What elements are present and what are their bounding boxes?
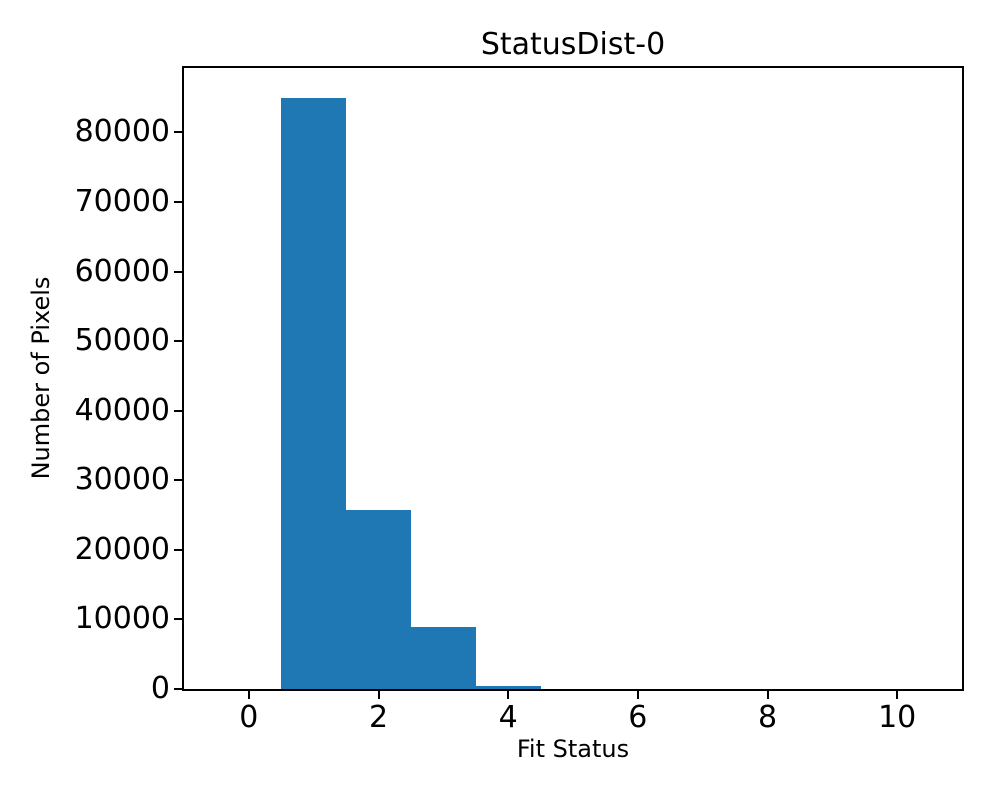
y-tick-label: 70000 xyxy=(74,183,170,219)
x-tick-mark xyxy=(507,691,510,699)
y-tick-label: 50000 xyxy=(74,323,170,359)
y-tick-label: 60000 xyxy=(74,253,170,289)
x-tick-label: 2 xyxy=(368,700,389,735)
y-tick-mark xyxy=(174,409,182,412)
y-axis-label: Number of Pixels xyxy=(27,276,55,480)
x-tick-label: 8 xyxy=(757,700,778,735)
x-tick-mark xyxy=(247,691,250,699)
x-tick-label: 10 xyxy=(878,700,917,735)
histogram-bars xyxy=(184,68,962,689)
y-tick-label: 10000 xyxy=(74,601,170,637)
y-tick-mark xyxy=(174,479,182,482)
y-tick-mark xyxy=(174,618,182,621)
y-tick-label: 20000 xyxy=(74,531,170,567)
x-tick-mark xyxy=(896,691,899,699)
y-tick-mark xyxy=(174,548,182,551)
y-tick-mark xyxy=(174,340,182,343)
x-tick-label: 0 xyxy=(239,700,259,735)
x-tick-mark xyxy=(636,691,639,699)
histogram-bar xyxy=(346,510,411,689)
y-tick-mark xyxy=(174,200,182,203)
y-tick-label: 0 xyxy=(150,671,170,706)
histogram-bar xyxy=(475,686,541,689)
histogram-bar xyxy=(281,97,347,689)
y-tick-mark xyxy=(174,270,182,273)
histogram-bar xyxy=(410,627,476,689)
x-axis-label: Fit Status xyxy=(516,735,630,763)
y-tick-label: 40000 xyxy=(74,392,170,428)
y-tick-label: 80000 xyxy=(74,114,170,150)
chart-title: StatusDist-0 xyxy=(480,27,666,62)
y-tick-mark xyxy=(174,688,182,690)
y-tick-mark xyxy=(174,131,182,134)
x-tick-mark xyxy=(377,691,380,699)
x-tick-label: 4 xyxy=(498,700,518,735)
x-tick-mark xyxy=(766,691,769,699)
y-tick-label: 30000 xyxy=(74,462,170,498)
x-tick-label: 6 xyxy=(628,700,648,735)
